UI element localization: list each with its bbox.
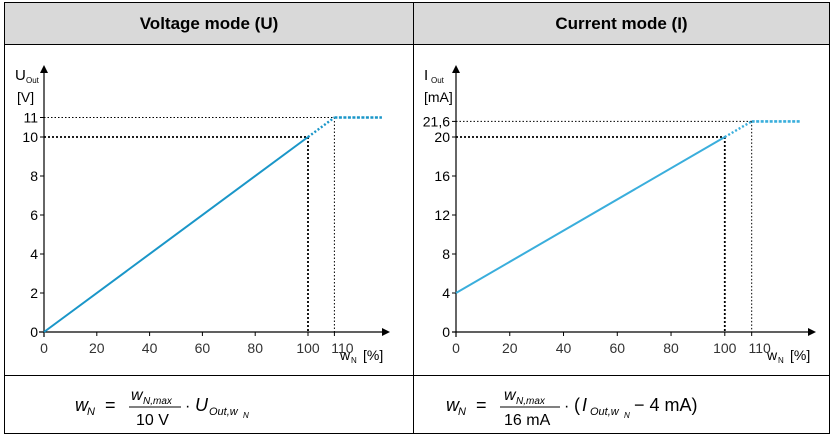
formula-denominator: 16 mA	[504, 412, 551, 429]
formula-numerator-sub: N,max	[143, 396, 173, 407]
x-axis-label-sub: N	[778, 356, 784, 365]
x-tick-label: 80	[247, 340, 263, 356]
series-line-transition	[307, 116, 336, 138]
voltage-chart: U Out [V] w N [%] 0 20 40 60 80 100 110 0 2 4 6 8 10…	[15, 65, 390, 365]
series-line-transition	[724, 120, 753, 139]
formula-numerator: w	[131, 387, 144, 404]
formula-lhs: w	[446, 395, 460, 415]
voltage-mode-header: Voltage mode (U)	[5, 3, 413, 45]
x-tick-label: 100	[296, 340, 320, 356]
y-tick-label: 11	[23, 110, 38, 126]
formula-tail: − 4 mA)	[634, 395, 698, 415]
series-line	[455, 136, 726, 294]
current-formula: w N = w N,max 16 mA · ( I Out,w N − 4 mA…	[414, 376, 829, 433]
y-tick-label: 16	[434, 168, 450, 184]
y-tick-label: 10	[22, 129, 38, 145]
y-tick-label: 6	[30, 207, 38, 223]
y-tick-label: 4	[442, 285, 450, 301]
x-axis-label: w	[339, 347, 351, 363]
formula-lhs-sub: N	[87, 406, 95, 418]
x-tick-label: 40	[142, 340, 158, 356]
voltage-mode-title: Voltage mode (U)	[139, 13, 279, 33]
formula-term-subsub: N	[243, 411, 249, 420]
voltage-formula-svg: w N = w N,max 10 V · U Out,w N	[75, 387, 249, 429]
y-tick-label: 12	[434, 207, 450, 223]
x-tick-label: 60	[195, 340, 211, 356]
y-axis-unit: [V]	[17, 89, 34, 105]
formula-equals: =	[105, 395, 116, 415]
x-axis-unit: [%]	[790, 347, 810, 363]
row-divider	[5, 375, 829, 376]
formula-lhs-sub: N	[458, 406, 466, 418]
y-tick-label: 8	[30, 168, 38, 184]
series-line	[43, 136, 309, 333]
x-tick-label: 0	[452, 340, 460, 356]
formula-equals: =	[476, 395, 487, 415]
x-tick-label: 80	[663, 340, 679, 356]
current-mode-title: Current mode (I)	[555, 13, 688, 33]
current-formula-svg: w N = w N,max 16 mA · ( I Out,w N − 4 mA…	[446, 387, 698, 429]
formula-lhs: w	[75, 395, 89, 415]
formula-term: I	[582, 395, 587, 415]
formula-dot: ·	[185, 398, 190, 415]
y-tick-label: 8	[442, 246, 450, 262]
formula-term: U	[195, 395, 209, 415]
x-tick-label: 60	[609, 340, 625, 356]
y-axis-label-sub: Out	[431, 76, 445, 85]
y-tick-label: 20	[434, 129, 450, 145]
current-chart: I Out [mA] w N [%] 0 20 40 60 80 100 110 0 4 8 12 1…	[423, 65, 816, 365]
formula-term-sub: Out,w	[590, 406, 620, 418]
mode-comparison-table: Voltage mode (U) Current mode (I) w N = …	[4, 2, 830, 434]
y-tick-label: 4	[30, 246, 38, 262]
formula-term-subsub: N	[624, 411, 630, 420]
y-axis-label: U	[15, 67, 26, 84]
x-tick-label: 0	[40, 340, 48, 356]
x-tick-label: 20	[502, 340, 518, 356]
voltage-formula: w N = w N,max 10 V · U Out,w N	[5, 376, 413, 433]
x-tick-label: 110	[331, 340, 354, 356]
y-axis-unit: [mA]	[424, 89, 453, 105]
x-axis-unit: [%]	[363, 347, 383, 363]
formula-paren: (	[574, 395, 580, 415]
formula-dot: ·	[564, 398, 569, 415]
y-tick-label: 2	[30, 285, 38, 301]
x-tick-label: 20	[89, 340, 105, 356]
y-axis-label-sub: Out	[26, 76, 40, 85]
y-axis-label: I	[424, 67, 428, 84]
y-tick-label: 21,6	[423, 113, 450, 129]
column-divider	[413, 3, 414, 433]
y-tick-label: 0	[442, 324, 450, 340]
x-axis-label: w	[766, 347, 778, 363]
formula-numerator-sub: N,max	[516, 396, 546, 407]
x-tick-label: 40	[556, 340, 572, 356]
x-axis-label-sub: N	[351, 356, 357, 365]
x-tick-label: 110	[749, 340, 772, 356]
formula-denominator: 10 V	[136, 412, 169, 429]
formula-numerator: w	[504, 387, 517, 404]
x-tick-label: 100	[713, 340, 737, 356]
current-mode-header: Current mode (I)	[414, 3, 829, 45]
y-tick-label: 0	[30, 324, 38, 340]
formula-term-sub: Out,w	[209, 406, 239, 418]
